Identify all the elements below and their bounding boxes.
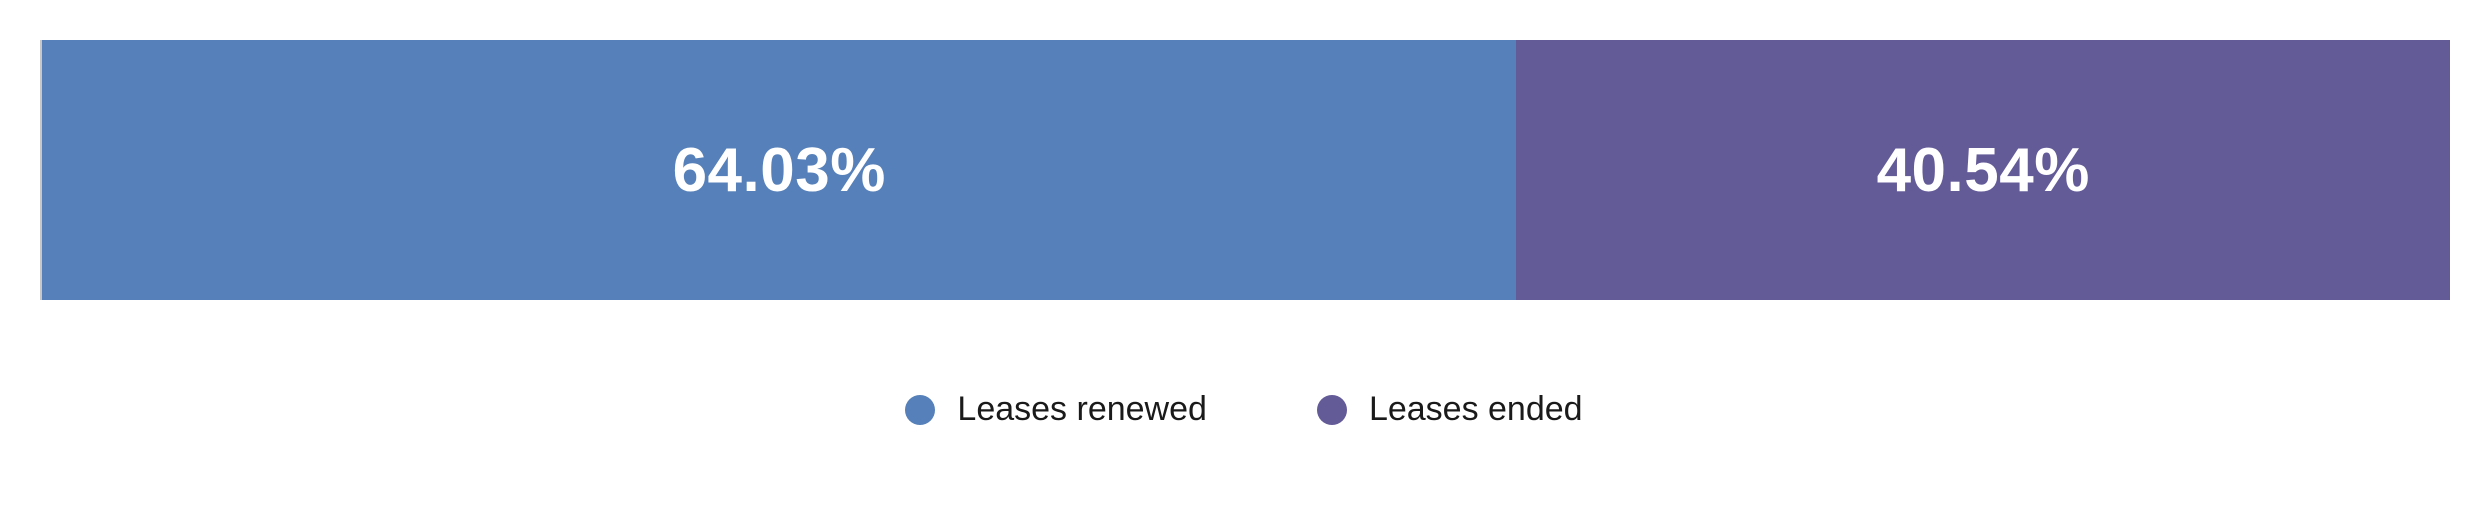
- legend-label-leases-ended: Leases ended: [1369, 390, 1583, 429]
- swatch-leases-ended: [1317, 395, 1347, 425]
- legend-label-leases-renewed: Leases renewed: [957, 390, 1207, 429]
- segment-leases-renewed: 64.03%: [42, 40, 1516, 300]
- legend-item-leases-renewed: Leases renewed: [905, 390, 1207, 429]
- swatch-leases-renewed: [905, 395, 935, 425]
- segment-leases-ended: 40.54%: [1516, 40, 2450, 300]
- legend-item-leases-ended: Leases ended: [1317, 390, 1583, 429]
- lease-chart: 64.03% 40.54% Leases renewed Leases ende…: [0, 0, 2488, 429]
- legend: Leases renewed Leases ended: [40, 390, 2448, 429]
- bar-track: 64.03% 40.54%: [40, 40, 2450, 300]
